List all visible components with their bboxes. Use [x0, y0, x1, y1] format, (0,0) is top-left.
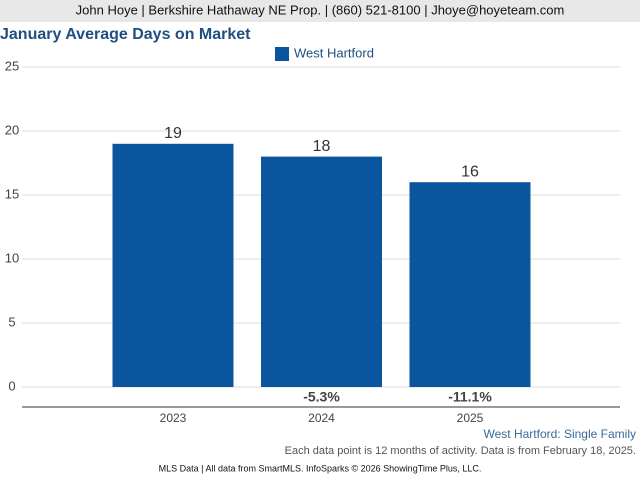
change-label: -11.1%	[448, 389, 492, 405]
subtitle: West Hartford: Single Family	[484, 427, 637, 441]
x-tick-label: 2023	[160, 411, 187, 425]
footer: MLS Data | All data from SmartMLS. InfoS…	[159, 463, 482, 473]
x-tick-label: 2024	[308, 411, 335, 425]
bar	[409, 182, 531, 387]
y-tick-label: 25	[5, 58, 19, 73]
value-label: 19	[164, 125, 182, 142]
value-label: 16	[461, 163, 479, 180]
bar	[261, 156, 382, 387]
legend-label: West Hartford	[294, 45, 374, 60]
value-label: 18	[313, 138, 331, 155]
header: John Hoye | Berkshire Hathaway NE Prop. …	[76, 2, 565, 17]
y-tick-label: 0	[8, 378, 15, 393]
note: Each data point is 12 months of activity…	[285, 445, 636, 457]
bar	[112, 143, 234, 387]
y-tick-label: 5	[8, 314, 15, 329]
x-tick-label: 2025	[457, 411, 484, 425]
y-tick-label: 10	[5, 250, 19, 265]
y-tick-label: 20	[5, 122, 19, 137]
y-tick-label: 15	[5, 186, 19, 201]
change-label: -5.3%	[303, 389, 340, 405]
chart-title: January Average Days on Market	[0, 26, 251, 43]
header-bar	[0, 0, 640, 22]
legend-swatch	[275, 47, 289, 61]
